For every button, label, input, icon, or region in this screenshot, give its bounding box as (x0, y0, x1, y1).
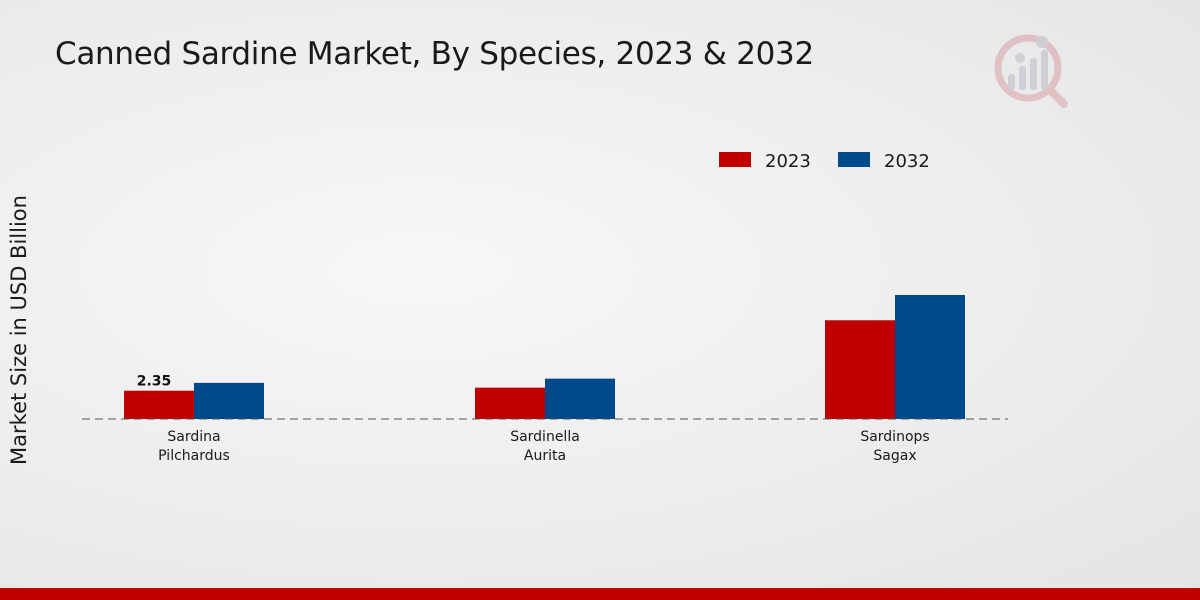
x-tick-label: Sardinops Sagax (860, 429, 929, 464)
legend-label-2023: 2023 (765, 151, 811, 172)
legend-swatch-2023 (719, 152, 751, 167)
bar-2023-sardina-pilchardus (124, 390, 194, 419)
bar-2023-sardinella-aurita (475, 387, 545, 419)
x-tick-label: Sardinella Aurita (510, 429, 580, 464)
chart-title: Canned Sardine Market, By Species, 2023 … (55, 36, 814, 72)
data-label: 2.35 (137, 374, 172, 390)
bar-2032-sardina-pilchardus (194, 382, 264, 419)
bar-2023-sardinops-sagax (825, 320, 895, 419)
legend-label-2032: 2032 (884, 151, 930, 172)
footer-bar (0, 588, 1200, 600)
y-axis-label: Market Size in USD Billion (7, 195, 31, 465)
legend-swatch-2032 (838, 152, 870, 167)
brand-logo-icon (994, 34, 1068, 108)
x-tick-label: Sardina Pilchardus (158, 429, 230, 464)
bar-2032-sardinops-sagax (895, 294, 965, 419)
bar-2032-sardinella-aurita (545, 378, 615, 419)
